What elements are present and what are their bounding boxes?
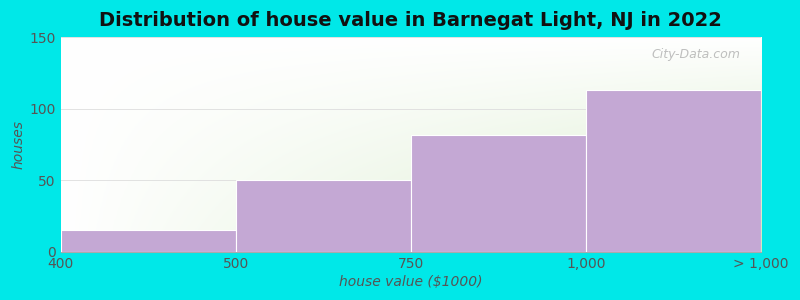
Bar [411, 134, 586, 252]
Y-axis label: houses: houses [11, 120, 25, 169]
Title: Distribution of house value in Barnegat Light, NJ in 2022: Distribution of house value in Barnegat … [99, 11, 722, 30]
Bar [61, 230, 236, 252]
Text: City-Data.com: City-Data.com [651, 48, 740, 61]
Bar [236, 180, 411, 252]
X-axis label: house value ($1000): house value ($1000) [339, 275, 482, 289]
Bar [586, 90, 761, 252]
